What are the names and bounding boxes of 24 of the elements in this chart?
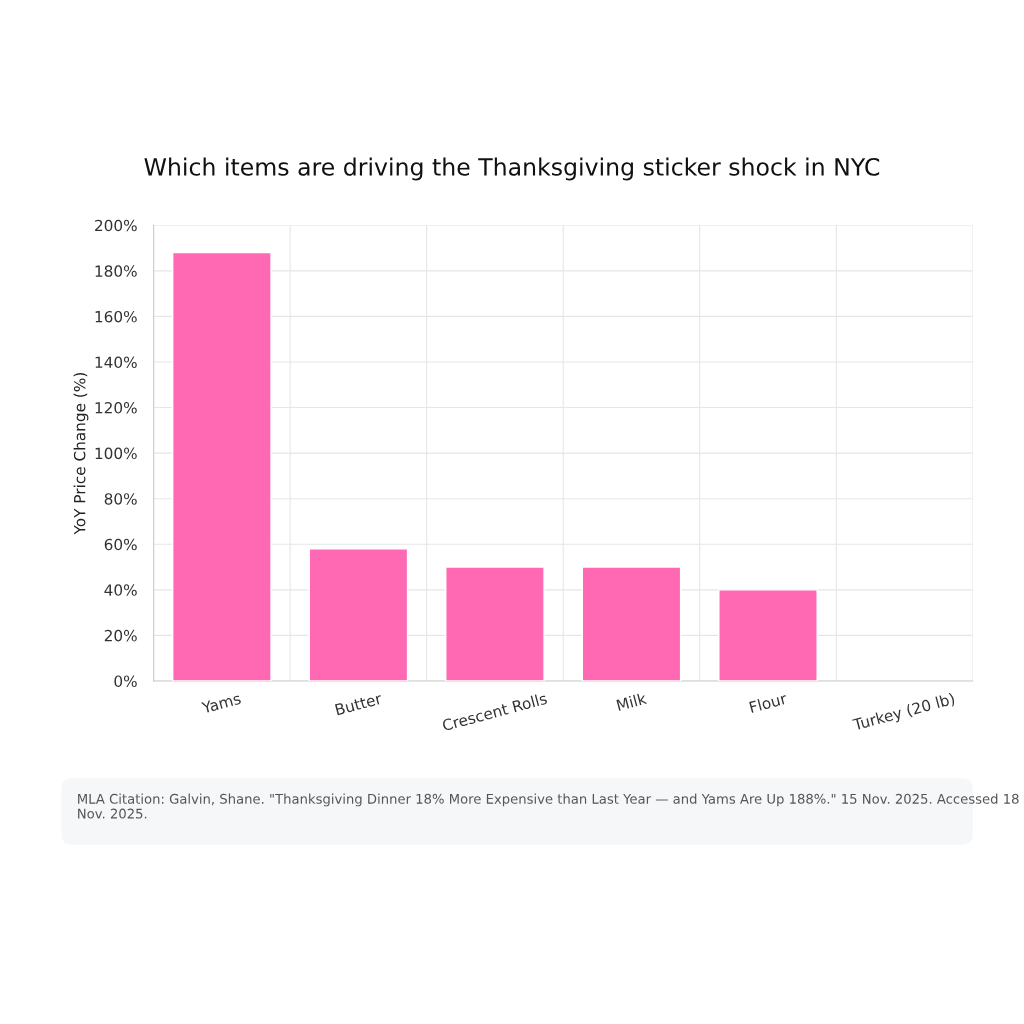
bar [581, 566, 682, 681]
y-tick-label: 40% [104, 584, 137, 596]
x-tick-label: Milk [616, 692, 648, 711]
bar [718, 589, 818, 681]
y-tick-label: 200% [95, 219, 137, 232]
y-tick-label: 80% [104, 493, 137, 505]
y-tick-label: 100% [95, 447, 137, 460]
y-tick-label: 0% [114, 675, 137, 687]
bar [445, 566, 545, 681]
y-tick-label: 160% [95, 310, 137, 323]
y-tick-label: 120% [95, 402, 137, 414]
chart-title: Which items are driving the Thanksgiving sticker shock in NYC [144, 157, 880, 181]
y-axis-title: YoY Price Change (%) [73, 373, 89, 535]
bar [308, 548, 409, 681]
x-tick-label: Butter [334, 692, 383, 716]
x-tick-label: Flour [749, 692, 788, 714]
y-tick-label: 140% [95, 356, 137, 369]
y-tick-label: 180% [95, 265, 137, 277]
x-tick-label: Turkey (20 lb) [851, 692, 956, 734]
y-tick-label: 60% [104, 538, 137, 551]
x-tick-label: Yams [201, 692, 242, 714]
y-tick-label: 20% [104, 629, 137, 642]
text: MLA Citation: Galvin, Shane. "Thanksgiving Dinner 18% More Expensive than Last Year — and Yams Are Up 188%." 15 Nov. 2025. Accessed 18 Nov. 2025. [78, 793, 1019, 819]
bar [172, 251, 272, 681]
